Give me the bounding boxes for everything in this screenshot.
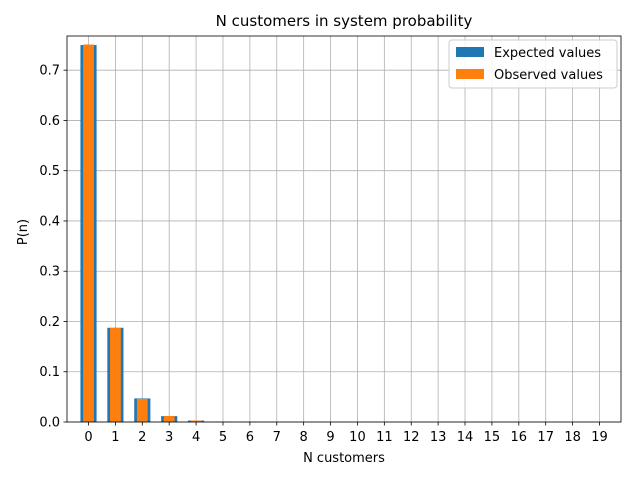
y-tick-label: 0.3 [39,265,60,280]
bars [80,44,312,422]
x-tick-label: 16 [511,430,528,445]
observed-bar [136,398,148,422]
observed-bar [190,420,202,422]
chart-title: N customers in system probability [216,12,473,30]
legend-swatch-expected [456,47,484,57]
legend-box [448,39,618,89]
x-tick-label: 3 [165,430,173,445]
y-axis-ticks: 0.0 0.1 0.2 0.3 0.4 0.5 0.6 0.7 [39,64,67,431]
y-tick-label: 0.2 [39,315,60,330]
x-tick-label: 4 [192,430,200,445]
x-tick-label: 8 [300,430,308,445]
x-tick-label: 2 [138,430,146,445]
y-tick-label: 0.6 [39,114,60,129]
y-axis-label: P(n) [16,219,31,245]
x-tick-label: 15 [484,430,501,445]
x-tick-label: 7 [273,430,281,445]
legend: Expected values Observed values [448,39,618,89]
x-tick-label: 11 [376,430,393,445]
x-tick-label: 9 [326,430,334,445]
x-tick-label: 0 [84,430,92,445]
x-tick-label: 19 [591,430,608,445]
observed-bar [163,415,175,422]
y-tick-label: 0.7 [39,64,60,79]
y-tick-label: 0.5 [39,164,60,179]
x-tick-label: 18 [564,430,581,445]
x-tick-label: 6 [246,430,254,445]
legend-swatch-observed [456,69,484,79]
x-tick-label: 17 [537,430,554,445]
x-tick-label: 10 [349,430,366,445]
x-tick-label: 14 [457,430,474,445]
y-tick-label: 0.0 [39,416,60,431]
observed-bar [110,328,121,422]
x-axis-ticks: 0 1 2 3 4 5 6 7 8 9 10 11 12 13 14 15 16 17 18 19 [84,422,608,445]
y-tick-label: 0.1 [39,365,60,380]
x-tick-label: 12 [403,430,420,445]
plot-frame [66,35,622,423]
legend-label-observed: Observed values [494,68,603,83]
x-tick-label: 5 [219,430,227,445]
x-tick-label: 13 [430,430,447,445]
legend-label-expected: Expected values [494,46,601,61]
x-axis-label: N customers [303,451,385,466]
grid [67,36,621,423]
observed-bar [83,44,94,422]
x-tick-label: 1 [111,430,119,445]
y-tick-label: 0.4 [39,214,60,229]
